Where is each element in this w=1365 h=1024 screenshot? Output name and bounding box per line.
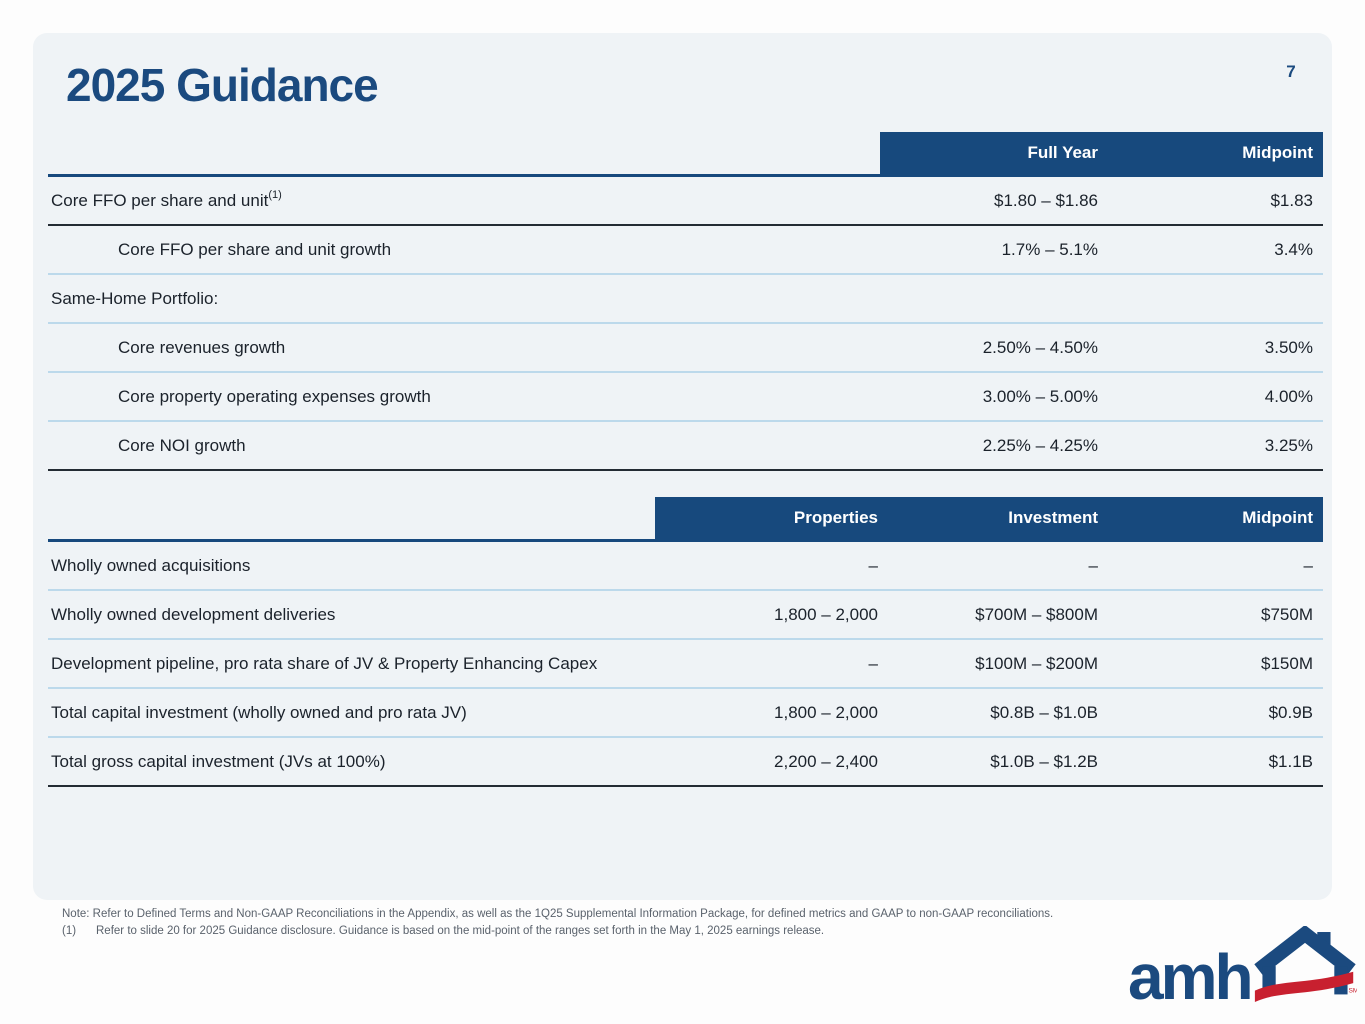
red-swoosh-shape xyxy=(1254,971,1353,1002)
page-title: 2025 Guidance xyxy=(66,59,379,111)
row-value: $0.9B xyxy=(1268,702,1313,722)
service-mark: SM xyxy=(1348,988,1357,995)
row-value: $1.0B – $1.2B xyxy=(990,751,1098,771)
table-row: Core FFO per share and unit (1) $1.80 – $1… xyxy=(48,177,1323,226)
row-value: 3.4% xyxy=(1274,239,1313,259)
guidance-table-header: Full Year Midpoint xyxy=(48,132,1323,177)
footnote-text: Refer to slide 20 for 2025 Guidance disc… xyxy=(96,925,825,938)
row-value: $750M xyxy=(1261,604,1313,624)
footnote-marker: (1) xyxy=(62,925,77,938)
row-value: $100M – $200M xyxy=(975,653,1098,673)
footnotes: Note: Refer to Defined Terms and Non-GAA… xyxy=(62,906,1252,941)
header-spacer xyxy=(48,132,880,174)
row-value: – xyxy=(868,555,878,575)
table-row: Wholly owned development deliveries 1,800… xyxy=(48,591,1323,640)
capital-table: Properties Investment Midpoint Wholly ow… xyxy=(48,497,1323,787)
page-number: 7 xyxy=(1286,62,1296,81)
row-label: Core property operating expenses growth xyxy=(118,386,431,406)
table-row: Wholly owned acquisitions – – – xyxy=(48,542,1323,591)
row-value: – xyxy=(1088,555,1098,575)
row-value: 3.00% – 5.00% xyxy=(982,386,1098,406)
row-value xyxy=(1108,275,1323,322)
row-value xyxy=(880,275,1108,322)
table-row: Same-Home Portfolio: xyxy=(48,275,1323,324)
row-label: Core revenues growth xyxy=(118,337,286,357)
roof-shape xyxy=(1253,926,1356,976)
row-label: Wholly owned development deliveries xyxy=(51,604,336,624)
row-label: Core FFO per share and unit growth xyxy=(118,239,392,259)
row-value: 3.25% xyxy=(1264,435,1313,455)
row-value: 1.7% – 5.1% xyxy=(1001,239,1098,259)
amh-house-icon: SM xyxy=(1253,926,1357,1002)
footnote-1: (1) Refer to slide 20 for 2025 Guidance … xyxy=(62,923,1252,940)
row-value: 4.00% xyxy=(1264,386,1313,406)
row-value: $1.83 xyxy=(1270,190,1313,210)
header-full-year: Full Year xyxy=(880,132,1108,174)
header-spacer xyxy=(48,497,655,539)
header-midpoint: Midpoint xyxy=(1108,132,1323,174)
row-value: 1,800 – 2,000 xyxy=(774,604,878,624)
guidance-table: Full Year Midpoint Core FFO per share an… xyxy=(48,132,1323,471)
table-row: Core NOI growth 2.25% – 4.25% 3.25% xyxy=(48,422,1323,471)
row-value: 1,800 – 2,000 xyxy=(774,702,878,722)
row-label: Core NOI growth xyxy=(118,435,246,455)
row-value: $700M – $800M xyxy=(975,604,1098,624)
header-investment: Investment xyxy=(888,497,1108,539)
header-properties: Properties xyxy=(655,497,888,539)
row-value: 2.25% – 4.25% xyxy=(982,435,1098,455)
slide-card xyxy=(33,33,1332,900)
row-value: 2,200 – 2,400 xyxy=(774,751,878,771)
row-label: Wholly owned acquisitions xyxy=(51,555,251,575)
row-value: 2.50% – 4.50% xyxy=(982,337,1098,357)
row-value: – xyxy=(868,653,878,673)
row-value: $1.1B xyxy=(1268,751,1313,771)
row-label: Core FFO per share and unit (1) xyxy=(51,188,282,210)
row-label: Total gross capital investment (JVs at 1… xyxy=(51,751,386,771)
table-row: Development pipeline, pro rata share of … xyxy=(48,640,1323,689)
table-row: Core FFO per share and unit growth 1.7% –… xyxy=(48,226,1323,275)
row-value: $150M xyxy=(1261,653,1313,673)
capital-table-header: Properties Investment Midpoint xyxy=(48,497,1323,542)
amh-logo: amh SM xyxy=(1128,926,1357,1014)
row-label: Development pipeline, pro rata share of … xyxy=(51,653,598,673)
row-value: $0.8B – $1.0B xyxy=(990,702,1098,722)
table-row: Total gross capital investment (JVs at 1… xyxy=(48,738,1323,787)
table-row: Core property operating expenses growth 3… xyxy=(48,373,1323,422)
row-label: Same-Home Portfolio: xyxy=(51,288,219,308)
header-midpoint: Midpoint xyxy=(1108,497,1323,539)
row-value: 3.50% xyxy=(1264,337,1313,357)
row-value: $1.80 – $1.86 xyxy=(994,190,1098,210)
row-label: Total capital investment (wholly owned a… xyxy=(51,702,467,722)
table-row: Total capital investment (wholly owned a… xyxy=(48,689,1323,738)
row-value: – xyxy=(1303,555,1313,575)
table-row: Core revenues growth 2.50% – 4.50% 3.50% xyxy=(48,324,1323,373)
note-line: Note: Refer to Defined Terms and Non-GAA… xyxy=(62,908,1054,920)
amh-logo-text: amh xyxy=(1128,941,1254,1014)
